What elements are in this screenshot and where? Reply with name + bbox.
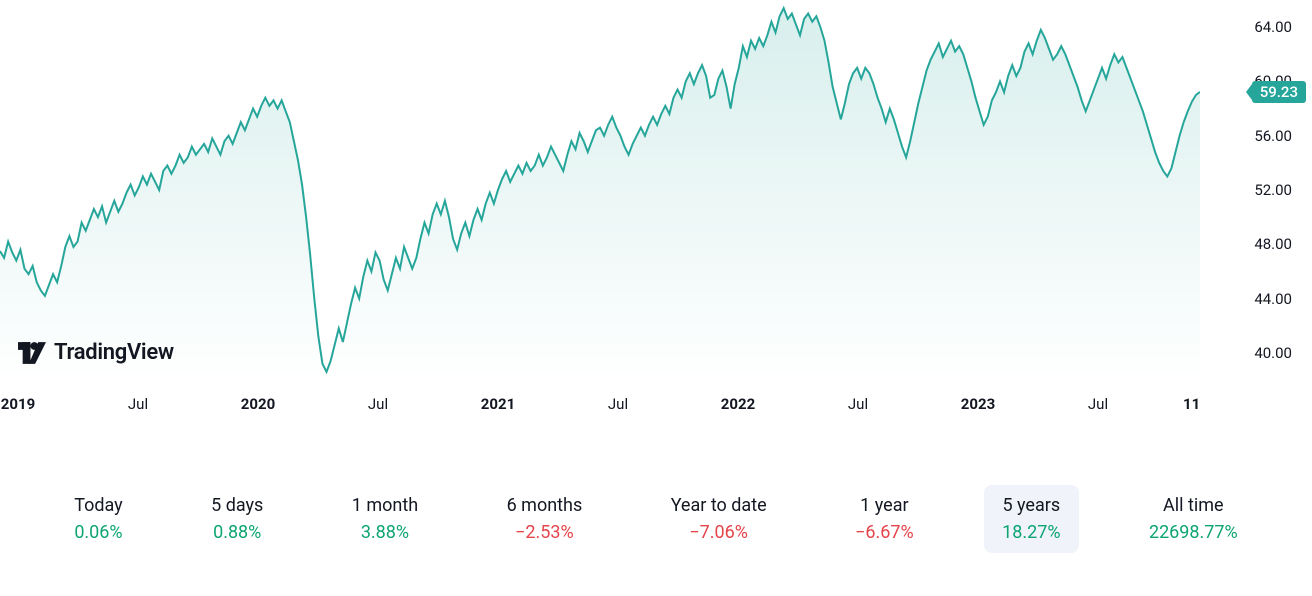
period-button-6-months[interactable]: 6 months −2.53% — [489, 485, 601, 553]
y-axis-tick: 56.00 — [1254, 127, 1292, 145]
x-axis: 2019 Jul 2020 Jul 2021 Jul 2022 Jul 2023 Jul 11 — [0, 395, 1230, 425]
y-axis: 40.0044.0048.0052.0056.0060.0064.00 — [1242, 0, 1302, 380]
tradingview-brand-text: TradingView — [54, 340, 174, 365]
period-value: 0.06% — [74, 522, 122, 543]
x-axis-tick: Jul — [1088, 395, 1108, 413]
period-value: 22698.77% — [1149, 522, 1238, 543]
period-value: −6.67% — [855, 522, 914, 543]
period-button-today[interactable]: Today 0.06% — [56, 485, 140, 553]
y-axis-tick: 52.00 — [1254, 181, 1292, 199]
area-chart-svg — [0, 0, 1200, 380]
current-price-value: 59.23 — [1260, 83, 1298, 101]
x-axis-tick: Jul — [128, 395, 148, 413]
period-label: All time — [1163, 495, 1224, 516]
period-button-1-month[interactable]: 1 month 3.88% — [334, 485, 436, 553]
tradingview-brand: TradingView — [18, 340, 174, 365]
period-label: Today — [74, 495, 122, 516]
y-axis-tick: 40.00 — [1254, 344, 1292, 362]
x-axis-tick: 2022 — [721, 395, 755, 413]
x-axis-tick: Jul — [848, 395, 868, 413]
x-axis-tick: Jul — [608, 395, 628, 413]
x-axis-tick: 2019 — [1, 395, 35, 413]
y-axis-tick: 44.00 — [1254, 290, 1292, 308]
current-price-badge: 59.23 — [1252, 81, 1306, 103]
period-button-5-days[interactable]: 5 days 0.88% — [193, 485, 281, 553]
period-label: 5 days — [211, 495, 263, 516]
period-label: Year to date — [671, 495, 767, 516]
period-label: 1 month — [352, 495, 418, 516]
period-value: −2.53% — [515, 522, 574, 543]
period-selector: Today 0.06% 5 days 0.88% 1 month 3.88% 6 month… — [0, 485, 1312, 553]
x-axis-tick: 2023 — [961, 395, 995, 413]
period-button-year-to-date[interactable]: Year to date −7.06% — [653, 485, 785, 553]
period-button-all-time[interactable]: All time 22698.77% — [1131, 485, 1256, 553]
period-label: 6 months — [507, 495, 583, 516]
y-axis-tick: 64.00 — [1254, 18, 1292, 36]
period-value: 0.88% — [213, 522, 261, 543]
x-axis-tick: 2020 — [241, 395, 275, 413]
x-axis-tick: Jul — [368, 395, 388, 413]
period-value: 3.88% — [361, 522, 409, 543]
tradingview-logo-icon — [18, 342, 46, 364]
period-button-5-years[interactable]: 5 years 18.27% — [984, 485, 1078, 553]
y-axis-tick: 48.00 — [1254, 235, 1292, 253]
period-button-1-year[interactable]: 1 year −6.67% — [837, 485, 932, 553]
x-axis-tick: 11 — [1183, 395, 1200, 413]
x-axis-tick: 2021 — [481, 395, 515, 413]
period-label: 5 years — [1002, 495, 1060, 516]
period-value: −7.06% — [689, 522, 748, 543]
period-label: 1 year — [860, 495, 908, 516]
price-chart[interactable]: 40.0044.0048.0052.0056.0060.0064.00 59.2… — [0, 0, 1312, 440]
period-value: 18.27% — [1002, 522, 1060, 543]
